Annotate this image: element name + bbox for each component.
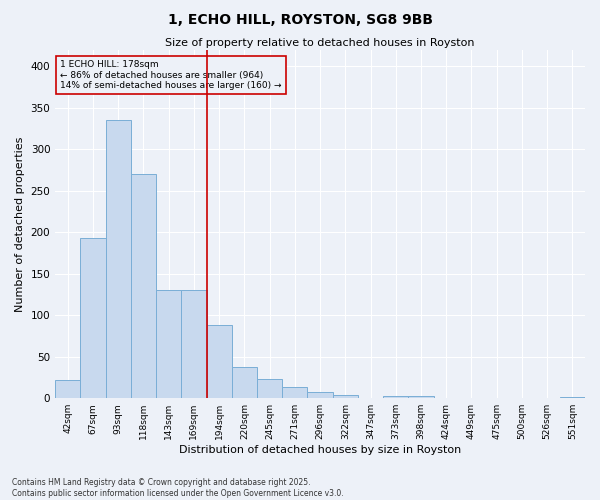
Bar	[106, 120, 131, 398]
Bar	[409, 396, 434, 398]
Text: 1 ECHO HILL: 178sqm
← 86% of detached houses are smaller (964)
14% of semi-detac: 1 ECHO HILL: 178sqm ← 86% of detached ho…	[61, 60, 282, 90]
Bar	[131, 174, 156, 398]
Bar	[307, 392, 332, 398]
Bar	[156, 290, 181, 398]
Text: 1, ECHO HILL, ROYSTON, SG8 9BB: 1, ECHO HILL, ROYSTON, SG8 9BB	[167, 12, 433, 26]
Text: Contains HM Land Registry data © Crown copyright and database right 2025.
Contai: Contains HM Land Registry data © Crown c…	[12, 478, 344, 498]
X-axis label: Distribution of detached houses by size in Royston: Distribution of detached houses by size …	[179, 445, 461, 455]
Bar	[383, 396, 409, 398]
Bar	[206, 325, 232, 398]
Bar	[332, 395, 358, 398]
Title: Size of property relative to detached houses in Royston: Size of property relative to detached ho…	[166, 38, 475, 48]
Bar	[257, 379, 282, 398]
Bar	[80, 238, 106, 398]
Bar	[232, 366, 257, 398]
Bar	[560, 396, 585, 398]
Y-axis label: Number of detached properties: Number of detached properties	[15, 136, 25, 312]
Bar	[282, 386, 307, 398]
Bar	[181, 290, 206, 398]
Bar	[55, 380, 80, 398]
